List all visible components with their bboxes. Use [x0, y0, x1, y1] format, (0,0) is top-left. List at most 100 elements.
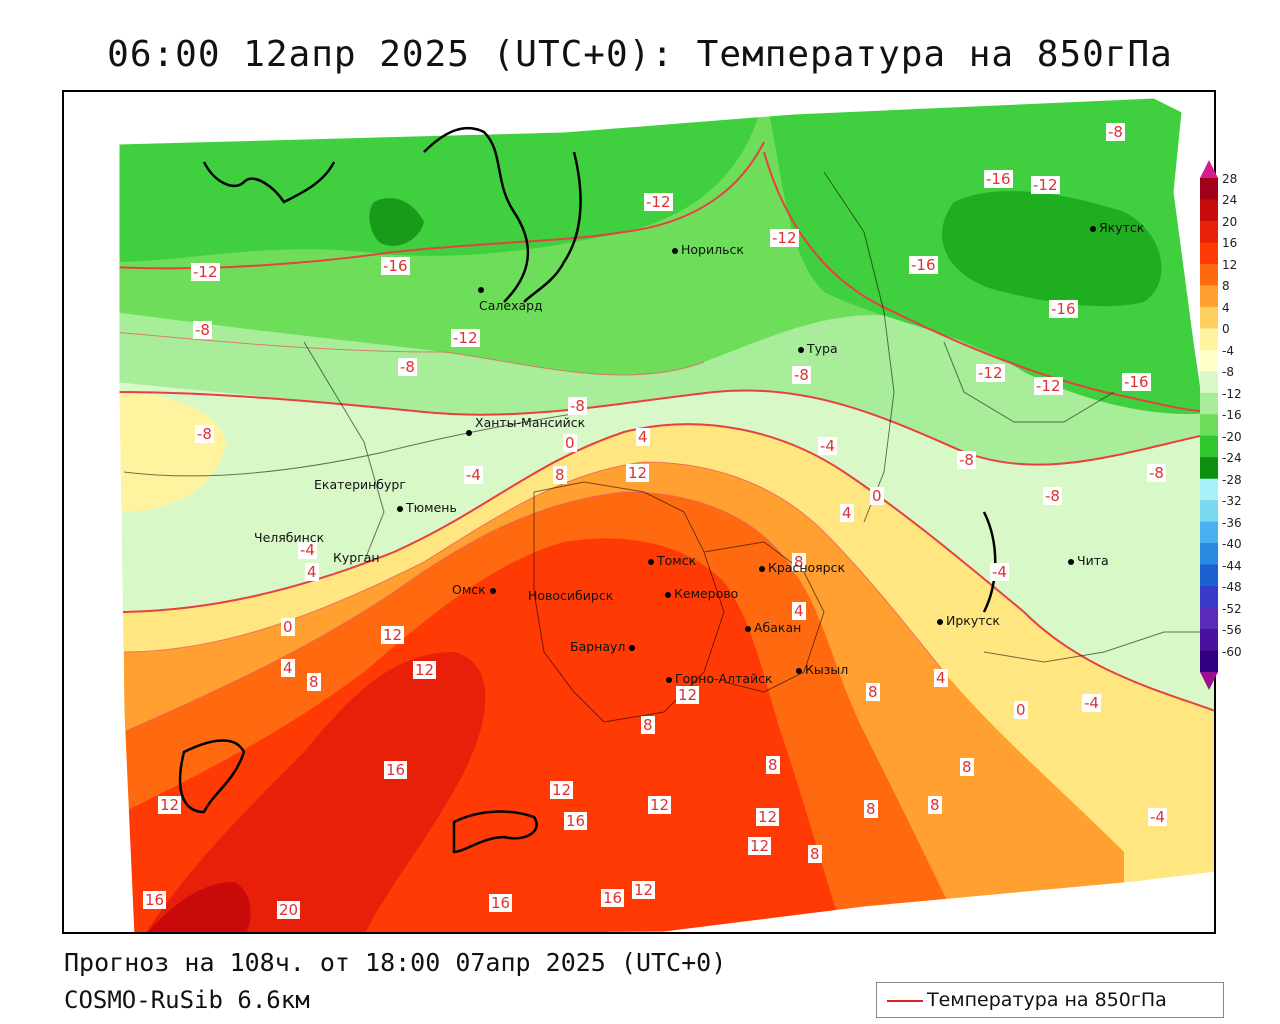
- colorbar-cell: [1200, 285, 1218, 308]
- city-label[interactable]: Кызыл: [796, 662, 848, 677]
- city-label[interactable]: Ханты-Мансийск: [466, 415, 585, 436]
- isotherm-label: -16: [381, 257, 410, 275]
- legend-line-swatch: [887, 1000, 923, 1002]
- colorbar-cell: [1200, 199, 1218, 222]
- city-label[interactable]: Якутск: [1090, 220, 1144, 235]
- colorbar-cell: [1200, 349, 1218, 372]
- city-label[interactable]: Барнаул: [570, 639, 638, 654]
- city-label[interactable]: Екатеринбург: [314, 477, 406, 492]
- colorbar: [1200, 160, 1218, 690]
- colorbar-cell: [1200, 328, 1218, 351]
- isotherm-label: 8: [792, 553, 806, 571]
- city-label[interactable]: Новосибирск: [528, 588, 614, 603]
- colorbar-tick-label: -60: [1222, 644, 1242, 659]
- colorbar-tick-label: -24: [1222, 451, 1242, 466]
- colorbar-tick-label: -40: [1222, 537, 1242, 552]
- isotherm-label: 12: [648, 796, 672, 814]
- city-label[interactable]: Тура: [798, 341, 838, 356]
- isotherm-label: 0: [281, 618, 295, 636]
- isotherm-label: 12: [158, 796, 182, 814]
- colorbar-cell: [1200, 500, 1218, 523]
- isotherm-label: 12: [748, 837, 772, 855]
- isotherm-label: 4: [934, 669, 948, 687]
- city-marker-icon: [666, 676, 672, 683]
- colorbar-tick-label: -16: [1222, 408, 1242, 423]
- city-label[interactable]: Кемерово: [665, 586, 738, 601]
- colorbar-tick-label: -36: [1222, 515, 1242, 530]
- isotherm-label: 0: [1014, 701, 1028, 719]
- city-label[interactable]: Чита: [1068, 553, 1109, 568]
- isotherm-label: -12: [770, 229, 799, 247]
- isotherm-label: -4: [1082, 694, 1101, 712]
- isotherm-label: 8: [307, 673, 321, 691]
- colorbar-cell: [1200, 629, 1218, 652]
- city-label[interactable]: Челябинск: [254, 530, 325, 545]
- model-name: COSMO-RuSib 6.6км: [64, 986, 310, 1014]
- city-label[interactable]: Тюмень: [397, 500, 457, 515]
- isotherm-label: -12: [451, 329, 480, 347]
- isotherm-label: -4: [990, 563, 1009, 581]
- city-marker-icon: [798, 346, 804, 353]
- colorbar-tick-label: -4: [1222, 343, 1234, 358]
- city-marker-icon: [672, 247, 678, 254]
- colorbar-tick-label: -32: [1222, 494, 1242, 509]
- forecast-info: Прогноз на 108ч. от 18:00 07апр 2025 (UT…: [64, 948, 727, 977]
- city-marker-icon: [629, 644, 636, 651]
- map-area[interactable]: [62, 90, 1216, 934]
- city-label[interactable]: Горно-Алтайск: [666, 671, 773, 686]
- isotherm-label: 16: [143, 891, 167, 909]
- colorbar-cell: [1200, 263, 1218, 286]
- colorbar-tick-label: -28: [1222, 472, 1242, 487]
- colorbar-cell: [1200, 478, 1218, 501]
- city-label[interactable]: Абакан: [745, 620, 801, 635]
- isotherm-label: -8: [398, 358, 417, 376]
- isotherm-label: 12: [626, 464, 650, 482]
- isotherm-label: 8: [766, 756, 780, 774]
- city-marker-icon: [1090, 225, 1096, 232]
- isotherm-label: -4: [818, 437, 837, 455]
- isotherm-label: -16: [1049, 300, 1078, 318]
- colorbar-cell: [1200, 521, 1218, 544]
- isotherm-label: -12: [976, 364, 1005, 382]
- isotherm-label: 8: [553, 466, 567, 484]
- colorbar-tick-label: -52: [1222, 601, 1242, 616]
- colorbar-cell: [1200, 178, 1218, 200]
- isotherm-label: 4: [281, 659, 295, 677]
- colorbar-tick-label: 12: [1222, 257, 1238, 272]
- city-label[interactable]: Омск: [452, 582, 499, 597]
- city-marker-icon: [466, 429, 472, 436]
- colorbar-cell: [1200, 564, 1218, 587]
- isotherm-label: 16: [384, 761, 408, 779]
- colorbar-cell: [1200, 414, 1218, 437]
- city-marker-icon: [796, 667, 802, 674]
- isotherm-label: -12: [1031, 176, 1060, 194]
- city-label[interactable]: Курган: [333, 550, 380, 565]
- legend: Температура на 850гПа: [876, 982, 1224, 1018]
- city-marker-icon: [937, 618, 943, 625]
- isotherm-label: -4: [464, 466, 483, 484]
- colorbar-tick-label: 16: [1222, 236, 1238, 251]
- city-label[interactable]: Норильск: [672, 242, 744, 257]
- colorbar-tick-label: 8: [1222, 279, 1230, 294]
- colorbar-tick-label: 0: [1222, 322, 1230, 337]
- colorbar-tick-label: -12: [1222, 386, 1242, 401]
- isotherm-label: -4: [298, 541, 317, 559]
- city-label[interactable]: Томск: [648, 553, 696, 568]
- isotherm-label: 12: [413, 661, 437, 679]
- colorbar-top-arrow: [1200, 160, 1218, 178]
- isotherm-label: -8: [957, 451, 976, 469]
- colorbar-cell: [1200, 650, 1218, 673]
- colorbar-tick-label: -48: [1222, 580, 1242, 595]
- isotherm-label: 8: [866, 683, 880, 701]
- isotherm-label: -8: [1043, 487, 1062, 505]
- isotherm-label: -16: [909, 256, 938, 274]
- isotherm-label: 12: [676, 686, 700, 704]
- colorbar-cell: [1200, 586, 1218, 609]
- city-label[interactable]: Салехард: [478, 286, 551, 313]
- colorbar-tick-label: 4: [1222, 300, 1230, 315]
- city-label[interactable]: Красноярск: [759, 560, 845, 575]
- isotherm-label: 8: [808, 845, 822, 863]
- colorbar-cell: [1200, 435, 1218, 458]
- city-label[interactable]: Иркутск: [937, 613, 1000, 628]
- colorbar-bottom-arrow: [1200, 672, 1218, 690]
